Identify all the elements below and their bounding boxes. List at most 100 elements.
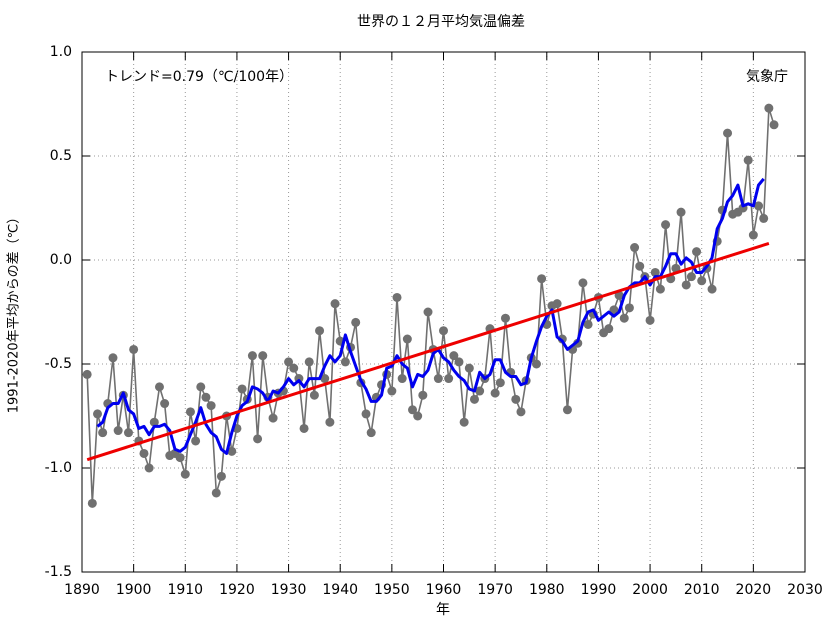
x-tick-label: 1970: [477, 582, 513, 598]
data-point: [748, 230, 758, 240]
data-point: [149, 417, 159, 427]
data-point: [604, 324, 614, 334]
data-point: [175, 453, 185, 463]
data-point: [392, 292, 402, 302]
data-point: [227, 446, 237, 456]
data-point: [754, 201, 764, 211]
data-point: [87, 498, 97, 508]
data-point: [433, 374, 443, 384]
data-point: [113, 426, 123, 436]
data-point: [408, 405, 418, 415]
data-point: [552, 299, 562, 309]
data-point: [475, 386, 485, 396]
data-point: [247, 351, 257, 361]
data-point: [304, 357, 314, 367]
data-point: [206, 401, 216, 411]
data-point: [537, 274, 547, 284]
data-point: [723, 128, 733, 138]
data-point: [160, 399, 170, 409]
data-point: [686, 272, 696, 282]
data-point: [511, 394, 521, 404]
data-point: [743, 155, 753, 165]
data-point: [635, 261, 645, 271]
data-point: [516, 407, 526, 417]
data-point: [402, 334, 412, 344]
data-point: [92, 409, 102, 419]
source-annotation: 気象庁: [746, 69, 788, 85]
x-tick-label: 1890: [64, 582, 100, 598]
data-point: [490, 388, 500, 398]
data-point: [397, 374, 407, 384]
y-tick-label: -0.5: [45, 356, 72, 372]
data-point: [655, 284, 665, 294]
data-point: [661, 220, 671, 230]
data-point: [268, 413, 278, 423]
data-point: [459, 417, 469, 427]
y-axis-label: 1991-2020年平均からの差（℃）: [7, 211, 22, 413]
y-tick-label: -1.5: [45, 564, 72, 580]
data-point: [759, 213, 769, 223]
x-tick-label: 1920: [219, 582, 255, 598]
y-tick-label: -1.0: [45, 460, 72, 476]
data-point: [645, 315, 655, 325]
x-tick-label: 1900: [116, 582, 152, 598]
data-point: [630, 243, 640, 253]
data-point: [366, 428, 376, 438]
chart-title: 世界の１２月平均気温偏差: [357, 14, 525, 30]
data-point: [253, 434, 263, 444]
data-point: [299, 423, 309, 433]
trend-annotation: トレンド=0.79（℃/100年）: [105, 69, 293, 85]
data-point: [609, 305, 619, 315]
data-point: [557, 334, 567, 344]
data-line: [96, 177, 765, 455]
data-point: [449, 351, 459, 361]
data-point: [387, 386, 397, 396]
data-point: [196, 382, 206, 392]
data-point: [573, 338, 583, 348]
x-tick-label: 1980: [529, 582, 565, 598]
x-tick-label: 2000: [632, 582, 668, 598]
data-point: [444, 374, 454, 384]
data-point: [216, 471, 226, 481]
x-axis-label: 年: [436, 602, 450, 618]
y-tick-label: 0.5: [50, 148, 72, 164]
data-point: [562, 405, 572, 415]
data-point: [464, 363, 474, 373]
x-tick-label: 2010: [684, 582, 720, 598]
data-point: [191, 436, 201, 446]
data-point: [454, 357, 464, 367]
data-point: [671, 263, 681, 273]
data-point: [769, 120, 779, 130]
data-point: [309, 390, 319, 400]
data-point: [495, 378, 505, 388]
data-line: [86, 107, 775, 505]
data-point: [439, 326, 448, 336]
data-point: [144, 463, 154, 473]
data-point: [764, 103, 774, 113]
data-point: [650, 267, 660, 277]
data-point: [351, 317, 361, 327]
data-point: [676, 207, 686, 217]
data-point: [180, 469, 190, 479]
x-tick-label: 2020: [736, 582, 772, 598]
data-point: [139, 448, 149, 458]
data-point: [500, 313, 510, 323]
data-point: [237, 384, 247, 394]
data-point: [340, 357, 350, 367]
data-point: [325, 417, 335, 427]
x-tick-label: 1930: [271, 582, 307, 598]
data-point: [413, 411, 423, 421]
data-point: [211, 488, 221, 498]
data-point: [185, 407, 195, 417]
data-point: [469, 394, 479, 404]
data-point: [361, 409, 371, 419]
data-point: [418, 390, 428, 400]
data-point: [692, 247, 702, 257]
data-point: [284, 357, 294, 367]
data-point: [681, 280, 691, 290]
data-point: [423, 307, 433, 317]
data-point: [330, 299, 340, 309]
data-point: [123, 428, 133, 438]
